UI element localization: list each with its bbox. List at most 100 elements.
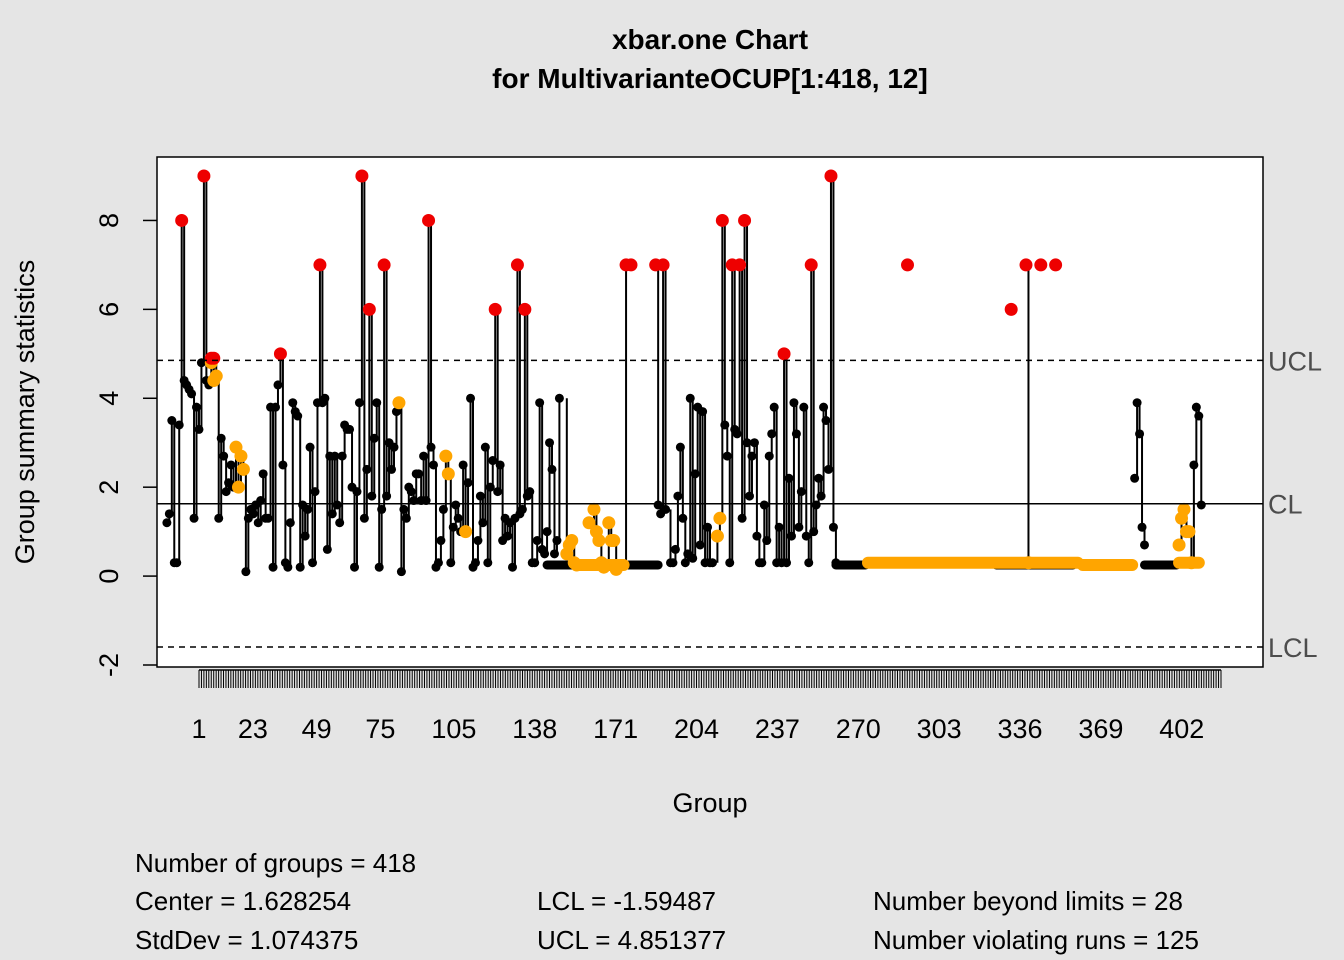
center-label: CL [1268,490,1303,520]
data-point [300,531,310,541]
data-point [804,558,814,568]
beyond-limits-point [422,213,436,227]
data-point [769,402,779,412]
data-point [480,442,490,452]
ucl-label: UCL [1268,346,1322,376]
x-axis-label: Group [672,788,747,818]
data-point [688,553,698,563]
data-point [1132,398,1142,408]
data-point [372,398,382,408]
data-point [828,522,838,532]
data-point [369,433,379,443]
x-tick-label: 171 [593,714,638,744]
data-point [429,460,438,470]
data-point [488,456,498,466]
y-axis: -2 0 2 4 6 8 [94,213,157,677]
data-point [799,402,809,412]
beyond-limits-point [804,258,818,272]
data-point [362,464,372,474]
data-point [552,536,562,546]
data-point [399,504,409,514]
data-point [809,527,819,537]
data-point [226,460,236,470]
data-point [545,438,555,448]
data-point [673,491,683,501]
x-tick-marks [198,670,1222,688]
data-point [419,451,429,461]
data-point [219,451,229,461]
data-point [382,491,392,501]
violating-run-point [582,516,596,530]
stats-center: Center = 1.628254 [135,886,352,916]
violating-run-point [231,480,245,494]
data-point [192,402,201,412]
data-point [784,473,794,483]
data-point [273,380,283,390]
stats-ucl: UCL = 4.851377 [537,925,727,955]
data-point [485,482,495,492]
chart-subtitle: for MultivarianteOCUP[1:418, 12] [492,63,928,94]
x-tick-label: 303 [917,714,962,744]
data-point [305,442,315,452]
stats-stddev: StdDev = 1.074375 [135,925,359,955]
data-point [831,558,841,568]
data-point [698,407,708,417]
data-point [330,451,340,461]
beyond-limits-point [1049,258,1063,272]
lcl-label: LCL [1268,633,1318,663]
data-point [263,513,273,523]
data-point [293,411,303,421]
beyond-limits-point [273,347,287,361]
data-point [248,509,258,519]
x-tick-label: 49 [302,714,332,744]
beyond-limits-point [377,258,391,272]
data-point [463,478,473,488]
data-point [762,536,772,546]
data-point [1135,429,1145,439]
data-point [764,451,774,461]
beyond-limits-point [518,302,532,316]
data-point [821,416,831,425]
data-point [391,407,401,417]
data-point [791,429,801,439]
data-point [436,536,446,546]
data-point [1196,500,1206,510]
data-point [547,464,557,474]
data-point [517,504,527,514]
violating-run-point [1184,556,1198,570]
data-point [421,496,431,506]
plot-area [156,156,1264,668]
data-point [786,531,796,541]
beyond-limits-point [488,302,502,316]
data-point [789,398,799,408]
data-point [549,549,559,559]
data-point [483,558,493,568]
data-point [720,420,730,430]
data-point [725,558,735,568]
y-tick-label: 4 [94,391,124,406]
data-point [685,393,695,403]
violating-run-point [570,558,584,572]
y-axis-label: Group summary statistics [10,260,40,565]
data-point [389,442,399,452]
data-point [703,522,713,532]
data-point [745,491,754,501]
data-point [1191,402,1201,412]
data-point [757,558,767,568]
x-tick-label: 402 [1159,714,1204,744]
violating-run-point [236,462,250,476]
data-point [283,562,293,572]
x-tick-label: 1 [191,714,206,744]
beyond-limits-point [197,169,211,183]
data-point [1194,411,1204,421]
data-point [332,500,342,510]
data-point [164,509,174,519]
violating-run-point [439,449,453,463]
violating-run-point [710,529,724,543]
x-tick-label: 336 [997,714,1042,744]
data-point [668,558,678,568]
data-point [532,536,542,546]
data-point [354,398,364,408]
data-point [670,544,680,554]
y-tick-label: 0 [94,569,124,584]
